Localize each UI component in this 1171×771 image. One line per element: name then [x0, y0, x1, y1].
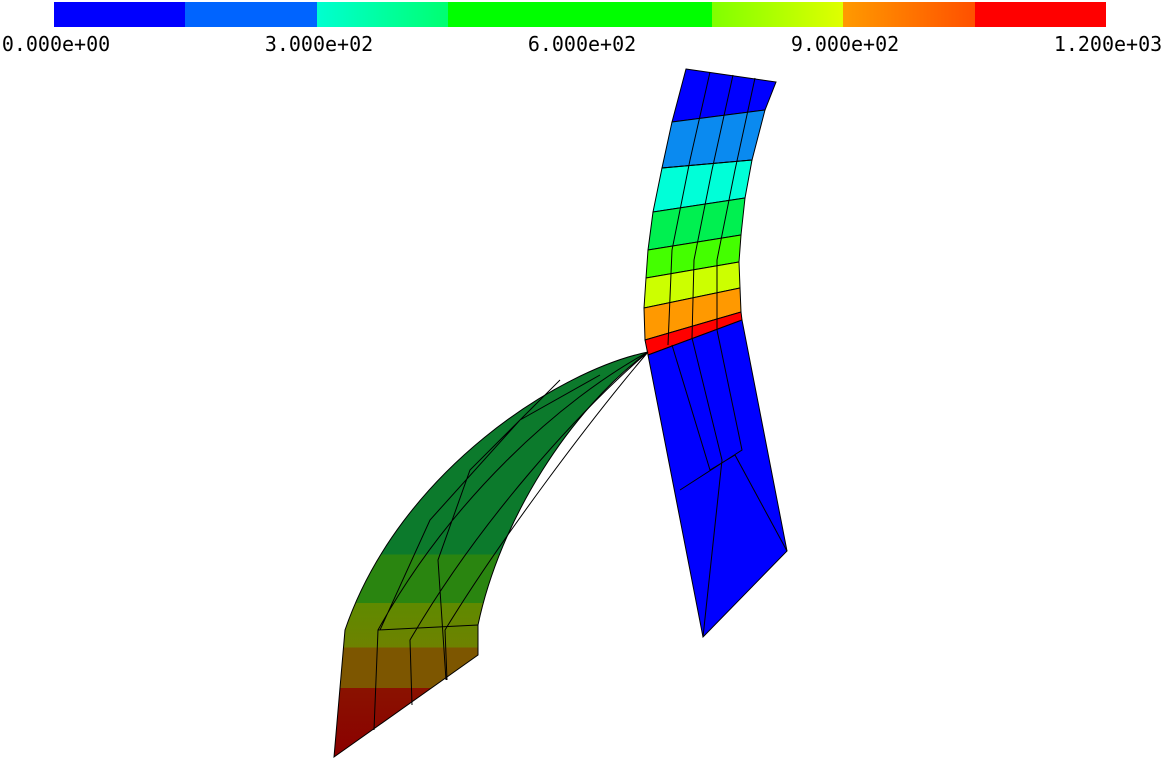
band — [647, 319, 788, 639]
mesh-edge — [661, 71, 788, 638]
colorbar-label: 3.000e+02 — [265, 32, 373, 56]
colorbar-segment — [712, 2, 844, 27]
colorbar-label: 0.000e+00 — [2, 32, 110, 56]
colorbar-segment — [317, 2, 449, 27]
colorbar-label: 9.000e+02 — [791, 32, 899, 56]
colorbar-segment — [185, 2, 317, 27]
colorbar: 0.000e+00 3.000e+02 6.000e+02 9.000e+02 … — [2, 2, 1162, 56]
colorbar-segment — [54, 2, 186, 27]
mesh-edge — [373, 351, 649, 731]
mesh-left — [333, 351, 649, 759]
colorbar-segment — [975, 2, 1106, 27]
colorbar-segment — [448, 2, 712, 27]
colorbar-label: 6.000e+02 — [528, 32, 636, 56]
colorbar-segment — [843, 2, 975, 27]
colorbar-label: 1.200e+03 — [1054, 32, 1162, 56]
mesh-right — [643, 68, 788, 639]
arc-surface — [333, 351, 649, 759]
